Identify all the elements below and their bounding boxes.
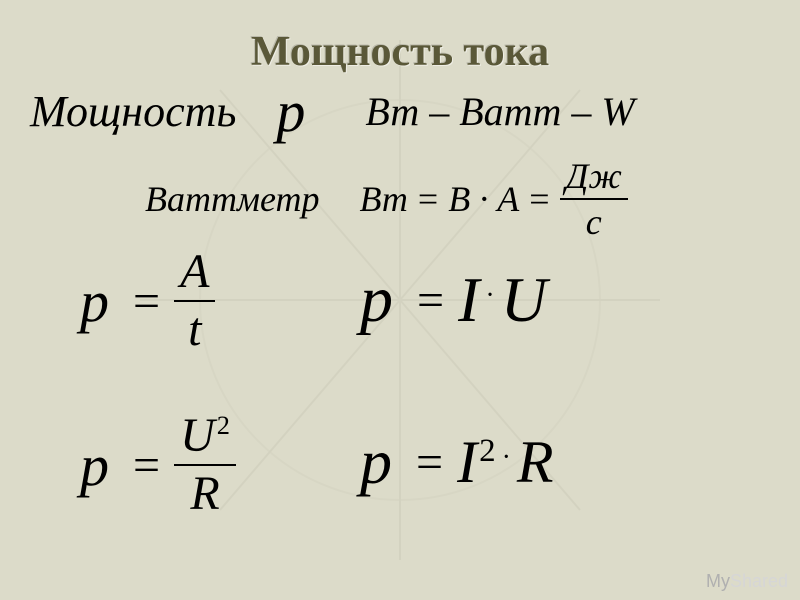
fraction-numerator: Дж <box>560 158 628 198</box>
joule-per-second-fraction: Дж с <box>560 158 628 240</box>
formula-p-equals-a-over-t: p = A t <box>80 248 215 354</box>
watt-units: Вт – Ватт – W <box>365 88 634 135</box>
fraction-denominator: R <box>184 466 225 518</box>
fraction-u2-over-r: U2 R <box>174 412 236 518</box>
formula-lhs: p <box>360 262 393 338</box>
fraction-numerator: U2 <box>174 412 236 464</box>
dot-operator: · <box>485 280 494 312</box>
fraction-a-over-t: A t <box>174 248 215 354</box>
current-symbol: I2 <box>457 428 495 497</box>
watermark-part1: My <box>706 571 730 591</box>
definition-row: Мощность p Вт – Ватт – W <box>30 78 770 145</box>
fraction-denominator: t <box>182 302 207 354</box>
wattmeter-row: Ваттметр Вт = В · А = Дж с <box>145 158 770 240</box>
power-label: Мощность <box>30 86 236 137</box>
watermark-part2: Shared <box>730 571 788 591</box>
watermark: MyShared <box>706 571 788 592</box>
wattmeter-label: Ваттметр <box>145 178 319 220</box>
dot-operator: · <box>502 442 511 474</box>
fraction-denominator: с <box>580 200 608 240</box>
formula-p-equals-u2-over-r: p = U2 R <box>80 412 236 518</box>
formula-lhs: p <box>360 425 392 499</box>
slide-title: Мощность тока <box>0 28 800 76</box>
fraction-numerator: A <box>174 248 215 300</box>
current-symbol: I <box>458 263 479 337</box>
power-symbol: p <box>276 78 305 145</box>
formula-lhs: p <box>80 432 109 499</box>
voltage-symbol: U <box>501 263 547 337</box>
watt-lhs: Вт <box>359 178 407 220</box>
equals-sign: = <box>417 273 444 328</box>
resistance-symbol: R <box>517 428 554 497</box>
equals-sign: = <box>133 274 160 329</box>
formula-p-equals-i-u: p = I · U <box>360 262 547 338</box>
equals-sign: = <box>133 438 160 493</box>
equals-sign: = <box>416 435 443 490</box>
formula-lhs: p <box>80 268 109 335</box>
volt-times-amp: В · А <box>448 178 519 220</box>
formula-p-equals-i2-r: p = I2 · R <box>360 425 554 499</box>
watt-derivation: Вт = В · А = Дж с <box>359 158 627 240</box>
